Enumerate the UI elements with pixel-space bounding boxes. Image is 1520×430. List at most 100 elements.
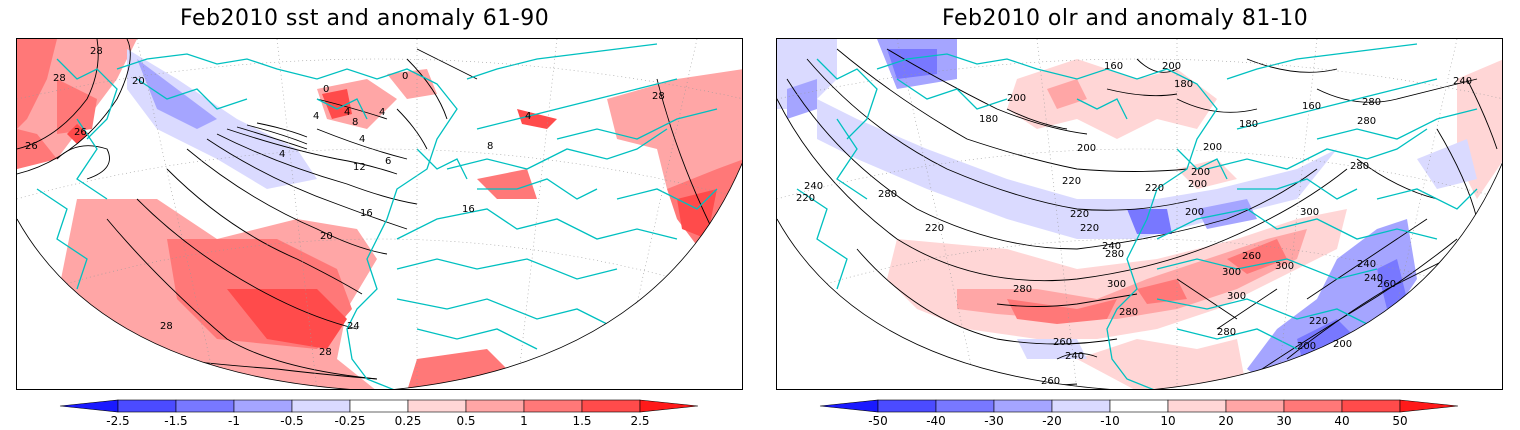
sst-contour-label: 26 (74, 127, 87, 138)
sst-contour-label: 28 (90, 46, 103, 57)
colorbar-swatch (291, 399, 351, 413)
colorbar-tick-label: 30 (1276, 414, 1291, 428)
olr-map-canvas: 200 160 200 180 180 160 280 240 180 200 … (777, 39, 1502, 389)
olr-contour-label: 260 (1242, 251, 1261, 262)
colorbar-swatch (407, 399, 467, 413)
colorbar-tick-label: -10 (1100, 414, 1120, 428)
olr-contour-label: 220 (1070, 209, 1089, 220)
olr-anomaly-region (1047, 79, 1087, 109)
colorbar-swatch (877, 399, 937, 413)
colorbar-tick-label: -0.5 (280, 414, 303, 428)
olr-contour-label: 200 (1297, 341, 1316, 352)
sst-contour-label: 28 (160, 321, 173, 332)
sst-contour-labels: 28 28 26 26 20 0 4 4 4 8 4 12 6 16 16 20… (25, 46, 665, 358)
sst-anomaly-region (137, 59, 217, 129)
colorbar-tick-label: 1 (520, 414, 528, 428)
colorbar-tick-label: 0.25 (395, 414, 422, 428)
sst-contour-label: 28 (319, 347, 332, 358)
olr-contour-label: 300 (1275, 261, 1294, 272)
sst-contour-label: 4 (525, 111, 531, 122)
colorbar-swatch (1109, 399, 1169, 413)
olr-map-title: Feb2010 olr and anomaly 81-10 (942, 6, 1309, 31)
olr-map-boundary (777, 162, 1502, 389)
olr-contour-label: 300 (1300, 207, 1319, 218)
colorbar-swatch (639, 399, 699, 413)
olr-anomaly-region (1077, 339, 1247, 389)
olr-contour-label: 240 (1364, 273, 1383, 284)
olr-anomaly-region (1127, 209, 1172, 234)
sst-map-canvas: 28 28 26 26 20 0 4 4 4 8 4 12 6 16 16 20… (17, 39, 742, 389)
colorbar-tick-label: -50 (868, 414, 888, 428)
olr-contour-label: 220 (796, 193, 815, 204)
olr-anomaly-region (1007, 299, 1117, 324)
olr-contour-label: 200 (1203, 142, 1222, 153)
colorbar-swatch (935, 399, 995, 413)
olr-contour-label: 200 (1188, 179, 1207, 190)
colorbar-tick-label: 50 (1392, 414, 1407, 428)
olr-contour-label: 260 (1041, 376, 1060, 387)
olr-anomaly-region (1137, 279, 1187, 304)
colorbar-swatch (1399, 399, 1459, 413)
colorbar-tick-label: 40 (1334, 414, 1349, 428)
colorbar-tick-label: -1 (228, 414, 240, 428)
olr-contour-label: 260 (1053, 337, 1072, 348)
colorbar-tick-label: 0.5 (456, 414, 475, 428)
olr-contour-label: 240 (1065, 351, 1084, 362)
sst-contour-label: 28 (652, 91, 665, 102)
olr-contour-label: 240 (1357, 259, 1376, 270)
sst-contour-label: 4 (344, 107, 350, 118)
olr-map: 200 160 200 180 180 160 280 240 180 200 … (776, 38, 1503, 390)
sst-contour-label: 20 (320, 231, 333, 242)
olr-contour-label: 220 (1309, 316, 1328, 327)
olr-contour-label: 280 (1013, 284, 1032, 295)
sst-contour-label: 8 (487, 141, 493, 152)
olr-contour-label: 180 (979, 114, 998, 125)
olr-contour-label: 180 (1239, 119, 1258, 130)
sst-contour-label: 4 (359, 134, 365, 145)
olr-anomaly-region (817, 99, 1337, 239)
sst-map-boundary (17, 162, 742, 389)
olr-contour-label: 200 (1185, 207, 1204, 218)
olr-contour-label: 280 (1357, 116, 1376, 127)
sst-contour-label: 6 (385, 156, 391, 167)
olr-contour-label: 280 (878, 189, 897, 200)
colorbar-swatch (175, 399, 235, 413)
sst-anomaly-region (477, 169, 537, 199)
sst-contour-label: 16 (462, 204, 475, 215)
sst-contour-label: 20 (132, 76, 145, 87)
olr-contour-label: 200 (1007, 93, 1026, 104)
sst-contour-label: 0 (323, 84, 329, 95)
colorbar-swatch (59, 399, 119, 413)
olr-anomaly-region (1377, 259, 1407, 309)
colorbar-swatch (581, 399, 641, 413)
sst-contour-label: 4 (313, 111, 319, 122)
olr-anomaly-region (1177, 159, 1237, 189)
colorbar-tick-label: -1.5 (164, 414, 187, 428)
sst-contour-label: 0 (402, 71, 408, 82)
olr-contour-label: 220 (925, 223, 944, 234)
colorbar-swatch (523, 399, 583, 413)
olr-contour-label: 280 (1119, 307, 1138, 318)
sst-anomaly-region (127, 49, 317, 189)
olr-contour-label: 300 (1222, 267, 1241, 278)
olr-contour-label: 200 (1077, 143, 1096, 154)
olr-contour-label: 280 (1217, 327, 1236, 338)
olr-contour-label: 280 (1105, 249, 1124, 260)
colorbar-tick-label: 20 (1218, 414, 1233, 428)
olr-anomaly-region (1227, 239, 1287, 274)
colorbar-tick-label: 1.5 (572, 414, 591, 428)
colorbar-swatch (1167, 399, 1227, 413)
colorbar-tick-label: -0.25 (334, 414, 365, 428)
sst-anomaly-region (17, 129, 57, 169)
sst-contour-label: 16 (360, 208, 373, 219)
olr-contour-label: 160 (1302, 101, 1321, 112)
olr-contour-label: 180 (1174, 79, 1193, 90)
colorbar-tick-label: -40 (926, 414, 946, 428)
olr-contour-label: 240 (1102, 241, 1121, 252)
sst-map: 28 28 26 26 20 0 4 4 4 8 4 12 6 16 16 20… (16, 38, 743, 390)
sst-anomaly-region (227, 289, 347, 349)
sst-anomaly-region (57, 79, 97, 134)
olr-colorbar: -50 -40 -30 -20 -10 10 20 30 40 50 (819, 399, 1470, 428)
colorbar-tick-label: 2.5 (630, 414, 649, 428)
sst-anomaly-region (67, 124, 89, 144)
